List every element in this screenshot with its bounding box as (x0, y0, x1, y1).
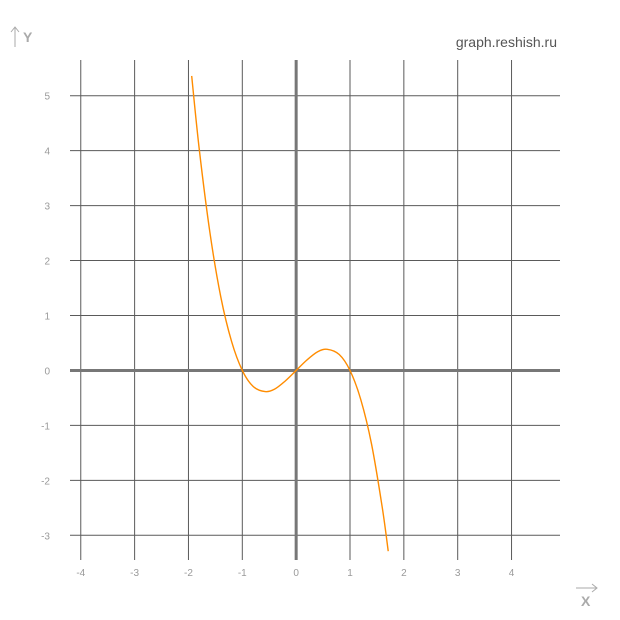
series-layer (190, 75, 389, 552)
y-tick-label: 3 (44, 202, 50, 213)
y-axis-title: Y (10, 26, 33, 47)
y-tick-label: 2 (44, 257, 50, 268)
x-tick-label: -3 (130, 568, 139, 579)
series-line (190, 75, 389, 552)
y-tick-label: -2 (41, 476, 50, 487)
x-tick-label: -2 (184, 568, 193, 579)
x-tick-label: 2 (401, 568, 407, 579)
coordinate-axes (70, 60, 560, 560)
x-tick-label: 0 (293, 568, 299, 579)
x-axis-arrowhead-icon (591, 583, 598, 593)
x-tick-label: -1 (238, 568, 247, 579)
grid-lines (70, 60, 560, 560)
y-axis-label: Y (23, 29, 33, 45)
y-tick-label: 1 (44, 311, 50, 322)
y-axis-arrowhead-icon (10, 26, 20, 33)
y-tick-label: 5 (44, 92, 50, 103)
tick-labels: -4 -3 -2 -1 0 1 2 3 4 -3 -2 -1 0 1 2 3 4 5 (41, 92, 515, 579)
x-tick-label: 4 (509, 568, 515, 579)
y-tick-label: 0 (44, 366, 50, 377)
y-tick-label: 4 (44, 147, 50, 158)
y-tick-label: -1 (41, 421, 50, 432)
x-tick-label: 3 (455, 568, 461, 579)
x-tick-label: 1 (347, 568, 353, 579)
y-tick-label: -3 (41, 531, 50, 542)
x-tick-label: -4 (76, 568, 85, 579)
x-axis-title: X (576, 583, 598, 609)
x-axis-label: X (581, 593, 591, 609)
watermark: graph.reshish.ru (456, 34, 557, 50)
